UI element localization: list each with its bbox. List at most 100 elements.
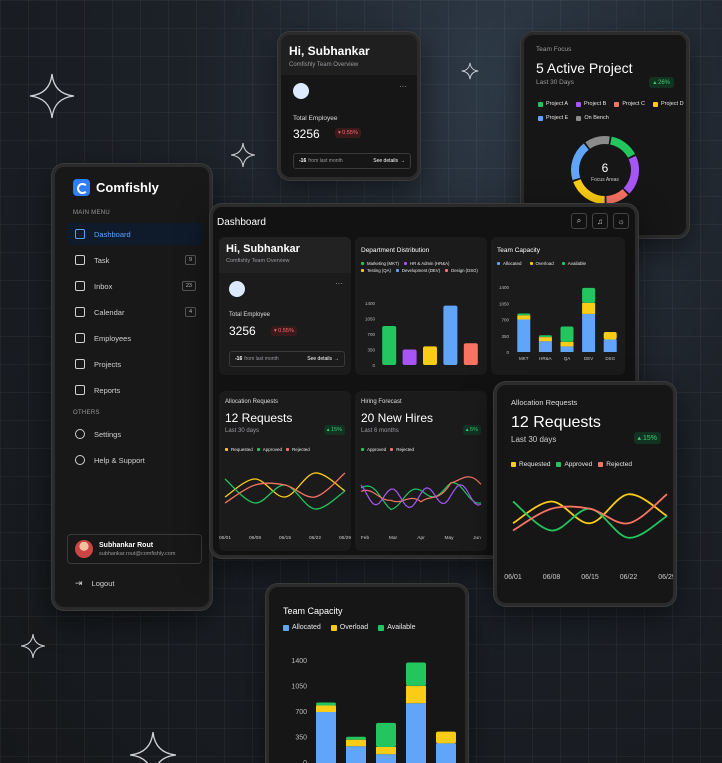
logout-button[interactable]: ⇥ Logout	[67, 572, 202, 594]
bar	[443, 305, 458, 365]
team-focus-card: Team Focus 5 Active Project Last 30 Days…	[521, 32, 689, 238]
legend-swatch	[256, 448, 260, 451]
team-focus-legend: Project A Project B Project C Project D Proj…	[538, 101, 686, 121]
capacity-title: Team Capacity	[497, 247, 540, 254]
bar-segment-allocated	[436, 743, 456, 763]
x-tick-label: 06/01	[219, 535, 231, 541]
legend-swatch	[529, 262, 533, 265]
legend-item: Requested	[511, 461, 550, 468]
legend-label: Project B	[584, 101, 607, 107]
bar-segment-allocated	[376, 754, 396, 763]
y-tick-label: 350	[367, 348, 375, 353]
x-tick-label: Mar	[389, 535, 398, 541]
sidebar-item-employees[interactable]: Employees	[67, 327, 202, 349]
sidebar-item-label: Reports	[94, 385, 121, 395]
donut-slice	[609, 136, 636, 159]
team-capacity-card-large: Team Capacity Allocated Overload Available…	[266, 584, 468, 763]
legend-label: Allocated	[503, 261, 522, 266]
greeting-card: Hi, Subhankar Comfishly Team Overview ··…	[219, 237, 351, 375]
bar-segment-allocated	[582, 313, 596, 352]
y-tick-label: 1400	[365, 301, 376, 306]
employees-icon	[229, 281, 245, 297]
greeting-footer: -16 from last month See details →	[293, 153, 411, 169]
legend-item: Approved	[361, 447, 386, 452]
sidebar-item-settings[interactable]: Settings	[67, 423, 202, 445]
brand-name: Comfishly	[96, 180, 159, 195]
allocation-change: ▴ 15%	[633, 432, 661, 444]
bar-segment-overload	[436, 731, 456, 744]
phone-icon	[75, 455, 85, 465]
series-line-rejected	[360, 476, 482, 503]
arrow-right-icon: →	[334, 356, 339, 362]
legend-swatch	[598, 462, 604, 467]
legend-item: Overload	[330, 624, 368, 631]
allocation-change: ▴ 15%	[323, 425, 345, 435]
legend-item: On Bench	[576, 115, 609, 121]
sidebar-item-task[interactable]: Task 9	[67, 249, 202, 271]
department-chart: 1400 1050 700 350 0	[365, 301, 478, 368]
bell-icon[interactable]: ♫	[592, 213, 608, 229]
bar-segment-available	[376, 722, 396, 747]
sidebar-item-label: Task	[94, 255, 110, 265]
bar-segment-available	[517, 313, 531, 316]
search-icon[interactable]: ⌕	[571, 213, 587, 229]
grid-icon	[75, 229, 85, 239]
sidebar-item-dashboard[interactable]: Dashboard	[67, 223, 202, 245]
legend-item: Rejected	[390, 447, 414, 452]
sparkle-icon	[21, 634, 45, 658]
sidebar-item-label: Dashboard	[94, 229, 131, 239]
see-details-link[interactable]: See details	[373, 158, 398, 164]
y-tick-label: 0	[506, 350, 509, 355]
bar-segment-overload	[316, 705, 336, 712]
donut-slice	[571, 143, 589, 181]
legend-item: Approved	[256, 447, 282, 452]
theme-toggle-icon[interactable]: ☼	[613, 213, 629, 229]
user-profile-card[interactable]: Subhankar Rout subhankar.rout@comfishly.…	[67, 534, 202, 564]
brand-logo[interactable]: Comfishly	[73, 179, 159, 196]
legend-item: Project E	[538, 115, 568, 121]
legend-label: Rejected	[606, 461, 632, 468]
legend-label: Available	[387, 624, 416, 631]
legend-item: Available	[561, 261, 586, 266]
x-tick-label: 06/08	[249, 535, 261, 541]
bar-segment-available	[538, 335, 552, 338]
legend-swatch	[561, 262, 565, 265]
allocation-period: Last 30 days	[225, 428, 260, 434]
legend-label: Rejected	[396, 447, 415, 452]
legend-swatch	[395, 269, 399, 272]
legend-label: Testing (QA)	[367, 268, 391, 273]
legend-label: Rejected	[292, 447, 310, 452]
bar-segment-available	[582, 287, 596, 303]
sidebar-item-projects[interactable]: Projects	[67, 353, 202, 375]
stat-value: 3256	[293, 127, 320, 141]
sidebar-item-help-support[interactable]: Help & Support	[67, 449, 202, 471]
greeting-subtitle: Comfishly Team Overview	[226, 258, 290, 264]
series-line-requested	[224, 472, 346, 498]
sidebar-item-calendar[interactable]: Calendar 4	[67, 301, 202, 323]
more-icon[interactable]: ···	[399, 82, 407, 91]
x-tick-label: Apr	[417, 535, 425, 541]
legend-label: On Bench	[584, 115, 609, 121]
x-tick-label: 06/29	[339, 535, 351, 541]
legend-swatch	[652, 101, 658, 107]
department-legend: Marketing (MKT) HR & Admin (HR&A) Testing …	[361, 261, 483, 273]
bar-segment-overload	[603, 332, 617, 340]
hiring-card: Hiring Forecast 20 New Hires Last 6 mont…	[355, 391, 487, 551]
legend-swatch	[390, 448, 394, 451]
x-tick-label: MKT	[519, 356, 529, 361]
inbox-icon	[75, 281, 85, 291]
sidebar-item-inbox[interactable]: Inbox 23	[67, 275, 202, 297]
more-icon[interactable]: ···	[335, 279, 343, 288]
legend-swatch	[361, 262, 364, 265]
legend-label: Requested	[231, 447, 253, 452]
y-tick-label: 1400	[291, 658, 307, 665]
employees-icon	[293, 83, 309, 99]
bar-segment-overload	[560, 341, 574, 347]
see-details-link[interactable]: See details	[307, 356, 332, 362]
sidebar-item-label: Inbox	[94, 281, 113, 291]
bar-segment-overload	[376, 746, 396, 755]
y-tick-label: 1400	[499, 285, 510, 290]
sidebar-item-reports[interactable]: Reports	[67, 379, 202, 401]
bar-segment-allocated	[346, 746, 366, 763]
legend-item: HR & Admin (HR&A)	[404, 261, 449, 266]
